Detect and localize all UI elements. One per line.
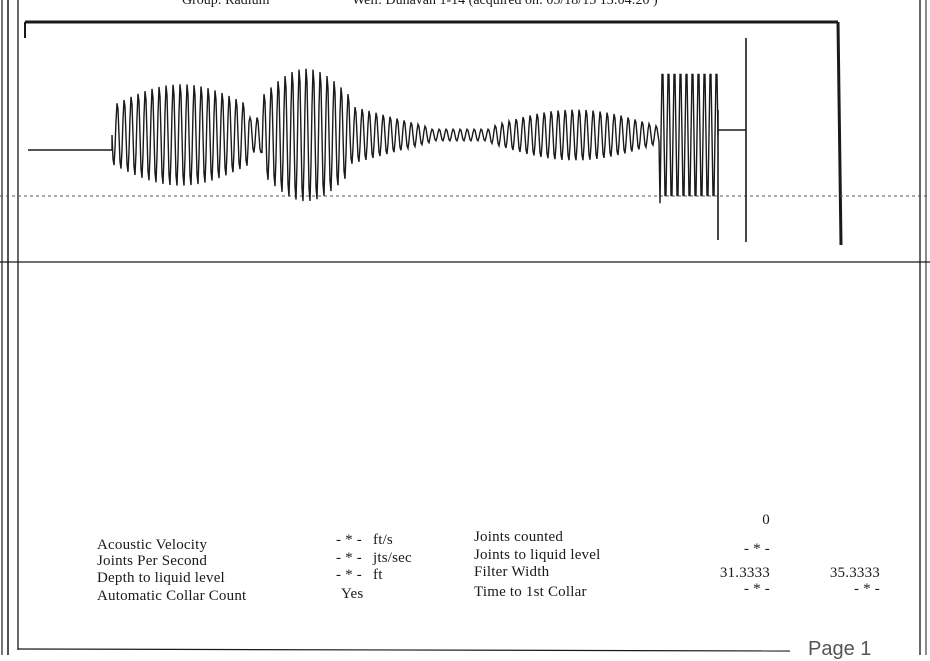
well-label: Well: Dunavan 1-14 (acquired on: 05/18/1… xyxy=(352,0,658,8)
depth-to-liquid-label: Depth to liquid level xyxy=(97,570,225,586)
acoustic-velocity-label: Acoustic Velocity xyxy=(97,537,208,553)
plot-frame-right xyxy=(836,21,843,246)
joints-per-second-unit: jts/sec xyxy=(373,550,412,566)
joints-per-second-value: - * - xyxy=(336,550,362,566)
joints-counted-label: Joints counted xyxy=(474,529,564,545)
acoustic-velocity-value: - * - xyxy=(336,532,362,548)
automatic-collar-count-value: Yes xyxy=(341,586,364,602)
filter-width-label: Filter Width xyxy=(474,564,550,580)
joints-per-second-label: Joints Per Second xyxy=(97,553,208,569)
time-to-first-collar-value-1: - * - xyxy=(744,581,770,597)
acoustic-velocity-unit: ft/s xyxy=(373,532,393,548)
page-number: Page 1 xyxy=(808,638,872,660)
joints-counted-value: 0 xyxy=(762,512,770,528)
depth-to-liquid-unit: ft xyxy=(373,567,383,583)
group-label: Group: Radium xyxy=(182,0,270,8)
joints-to-liquid-value: - * - xyxy=(744,541,770,557)
time-to-first-collar-value-2: - * - xyxy=(854,581,880,597)
page-bottom-line xyxy=(17,648,791,652)
time-to-first-collar-label: Time to 1st Collar xyxy=(474,584,587,600)
depth-to-liquid-value: - * - xyxy=(336,567,362,583)
filter-width-value-1: 31.3333 xyxy=(719,565,770,581)
acoustic-trace xyxy=(28,68,719,204)
joints-to-liquid-label: Joints to liquid level xyxy=(474,547,601,563)
filter-width-value-2: 35.3333 xyxy=(829,565,880,581)
acquisition-header: Group: Radium Well: Dunavan 1-14 (acquir… xyxy=(0,0,930,8)
automatic-collar-count-label: Automatic Collar Count xyxy=(97,588,247,604)
